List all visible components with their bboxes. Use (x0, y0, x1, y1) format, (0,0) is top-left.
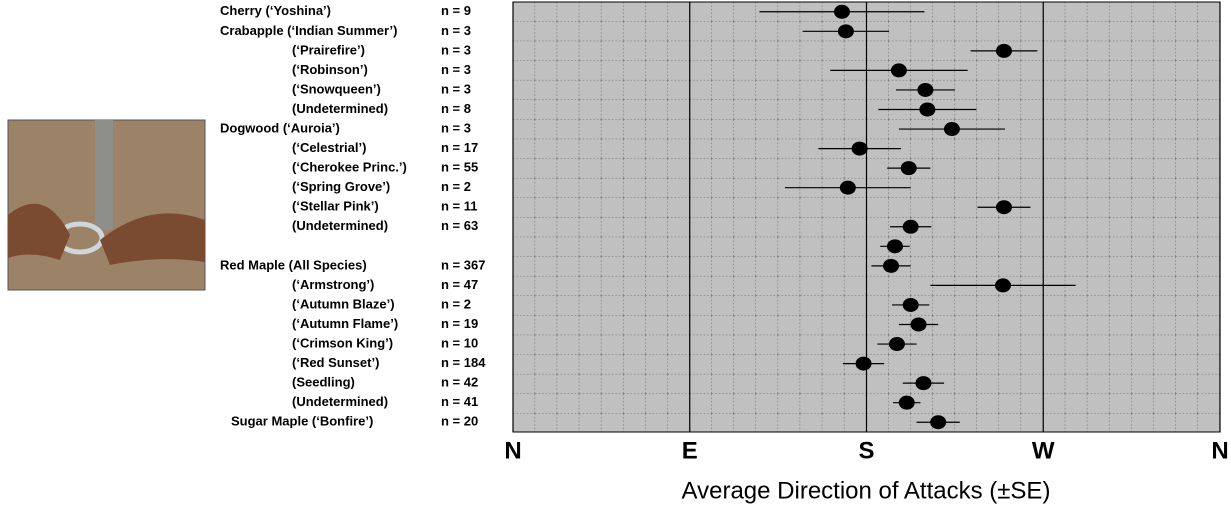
category-label: (‘Crimson King’) (292, 335, 393, 350)
category-label: (Undetermined) (292, 218, 388, 233)
category-label: (‘Prairefire’) (292, 42, 365, 57)
x-tick-label: N (1211, 437, 1228, 464)
sample-size-label: n = 9 (441, 3, 471, 18)
dot (890, 63, 907, 78)
category-label: Sugar Maple (‘Bonfire’) (231, 414, 373, 429)
sample-size-label: n = 8 (441, 101, 471, 116)
dot (919, 102, 936, 117)
dot (910, 317, 927, 332)
sample-size-label: n = 2 (441, 296, 471, 311)
sample-size-label: n = 20 (441, 414, 478, 429)
sample-size-label: n = 41 (441, 394, 478, 409)
dot (994, 278, 1011, 293)
category-label: (‘Spring Grove’) (292, 179, 390, 194)
dot (888, 337, 905, 352)
dot (886, 239, 903, 254)
category-label: (‘Robinson’) (292, 62, 368, 77)
category-label: (‘Armstrong’) (292, 277, 374, 292)
x-tick-label: W (1032, 437, 1055, 464)
category-label: (‘Autumn Flame’) (292, 316, 398, 331)
dot (833, 4, 850, 19)
sample-size-label: n = 3 (441, 81, 471, 96)
category-label: Cherry (‘Yoshina’) (220, 3, 331, 18)
dot (898, 395, 915, 410)
category-label: (‘Cherokee Princ.’) (292, 160, 407, 175)
category-label: (Undetermined) (292, 101, 388, 116)
category-label: (‘Autumn Blaze’) (292, 296, 395, 311)
dot (855, 356, 872, 371)
category-label: (‘Snowqueen’) (292, 81, 381, 96)
category-label: Red Maple (All Species) (220, 257, 367, 272)
sample-size-label: n = 63 (441, 218, 478, 233)
dot (943, 122, 960, 137)
dot (883, 258, 900, 273)
dot (902, 219, 919, 234)
sample-size-label: n = 3 (441, 120, 471, 135)
x-tick-label: E (682, 437, 698, 464)
category-label: (‘Stellar Pink’) (292, 199, 379, 214)
sample-size-label: n = 3 (441, 23, 471, 38)
photo (7, 119, 206, 291)
category-label: (Seedling) (292, 375, 355, 390)
sample-size-label: n = 11 (441, 199, 478, 214)
x-axis-label: Average Direction of Attacks (±SE) (682, 477, 1051, 504)
dot (915, 376, 932, 391)
sample-size-label: n = 42 (441, 375, 478, 390)
dot (917, 82, 934, 97)
sample-size-label: n = 184 (441, 355, 486, 370)
sample-size-label: n = 47 (441, 277, 478, 292)
dot (995, 200, 1012, 215)
dot (930, 415, 947, 430)
category-label: (‘Celestrial’) (292, 140, 366, 155)
sample-size-label: n = 19 (441, 316, 478, 331)
sample-size-label: n = 55 (441, 160, 478, 175)
x-tick-label: S (858, 437, 874, 464)
sample-size-label: n = 3 (441, 62, 471, 77)
dot (900, 161, 917, 176)
sample-size-label: n = 3 (441, 42, 471, 57)
category-label: (‘Red Sunset’) (292, 355, 379, 370)
sample-size-label: n = 2 (441, 179, 471, 194)
dot (851, 141, 868, 156)
sample-size-label: n = 10 (441, 335, 478, 350)
dot (839, 180, 856, 195)
dot (837, 24, 854, 39)
dot (995, 43, 1012, 58)
category-label: Crabapple (‘Indian Summer’) (220, 23, 397, 38)
category-label: Dogwood (‘Auroia’) (220, 120, 340, 135)
sample-size-label: n = 17 (441, 140, 478, 155)
sample-size-label: n = 367 (441, 257, 485, 272)
x-tick-label: N (504, 437, 521, 464)
dot (902, 297, 919, 312)
category-label: (Undetermined) (292, 394, 388, 409)
